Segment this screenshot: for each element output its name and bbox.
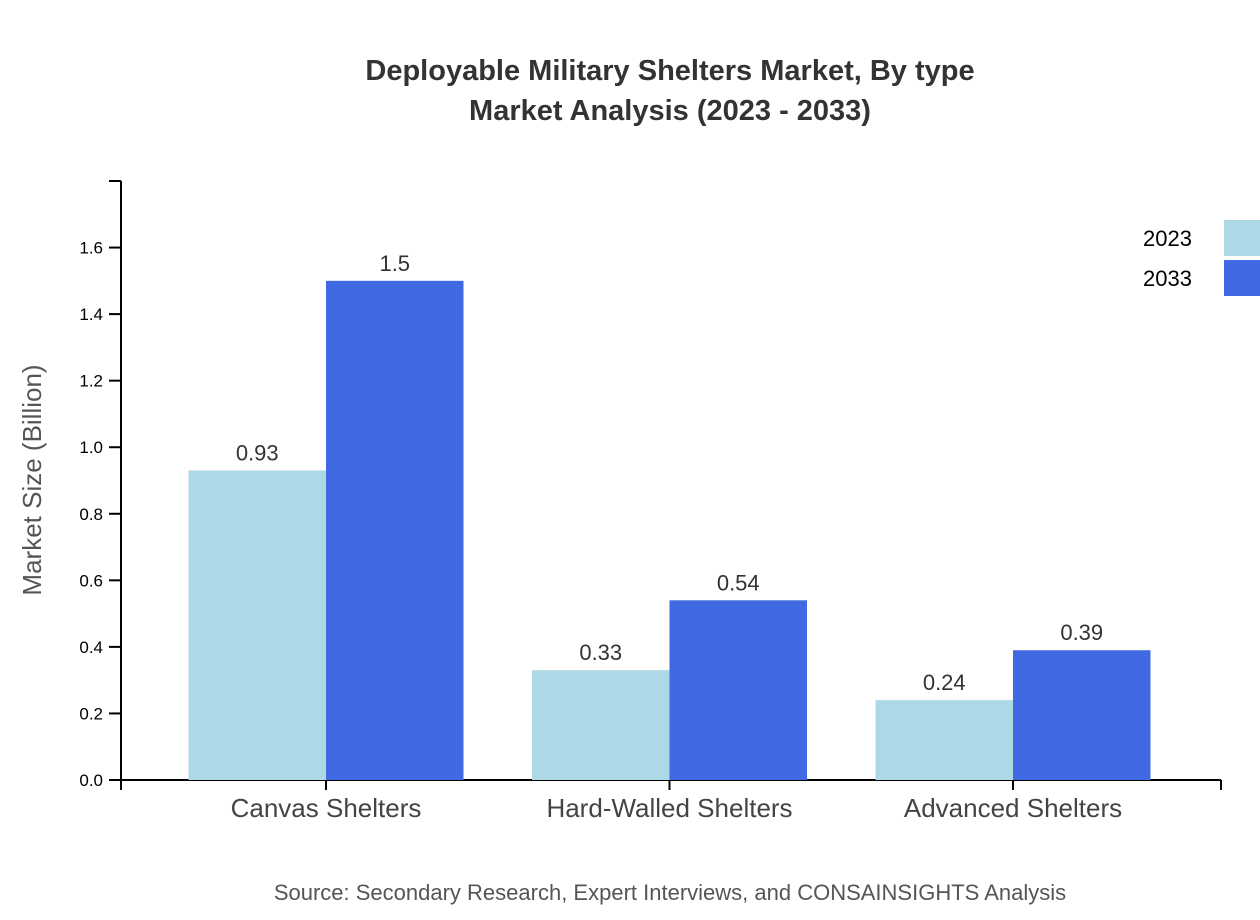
y-tick-label: 1.0 xyxy=(79,438,103,457)
legend-swatch-2033 xyxy=(1224,260,1260,296)
data-label: 1.5 xyxy=(379,251,410,276)
chart-title: Deployable Military Shelters Market, By … xyxy=(365,55,974,87)
data-label: 0.33 xyxy=(579,640,622,665)
y-axis-label: Market Size (Billion) xyxy=(17,364,47,595)
y-tick-label: 0.4 xyxy=(79,638,103,657)
y-tick-label: 1.2 xyxy=(79,372,103,391)
y-tick-label: 0.6 xyxy=(79,571,103,590)
y-tick-label: 0.0 xyxy=(79,771,103,790)
x-tick-label: Advanced Shelters xyxy=(904,793,1122,823)
y-tick-label: 0.8 xyxy=(79,505,103,524)
y-tick-label: 0.2 xyxy=(79,704,103,723)
bar-2033 xyxy=(1013,650,1151,780)
y-tick-label: 1.4 xyxy=(79,305,103,324)
bar-2033 xyxy=(326,280,464,780)
legend-label: 2023 xyxy=(1143,226,1192,251)
bar-2033 xyxy=(669,600,807,780)
bar-2023 xyxy=(188,470,326,780)
y-tick-label: 1.6 xyxy=(79,239,103,258)
x-tick-label: Canvas Shelters xyxy=(231,793,422,823)
x-tick-label: Hard-Walled Shelters xyxy=(546,793,792,823)
source-note: Source: Secondary Research, Expert Inter… xyxy=(274,880,1066,905)
data-label: 0.39 xyxy=(1060,620,1103,645)
legend-swatch-2023 xyxy=(1224,220,1260,256)
data-label: 0.93 xyxy=(236,441,279,466)
bar-2023 xyxy=(875,700,1013,780)
bar-2023 xyxy=(532,670,670,780)
chart-subtitle: Market Analysis (2023 - 2033) xyxy=(469,95,871,127)
data-label: 0.54 xyxy=(717,570,760,595)
legend-label: 2033 xyxy=(1143,266,1192,291)
data-label: 0.24 xyxy=(923,670,966,695)
